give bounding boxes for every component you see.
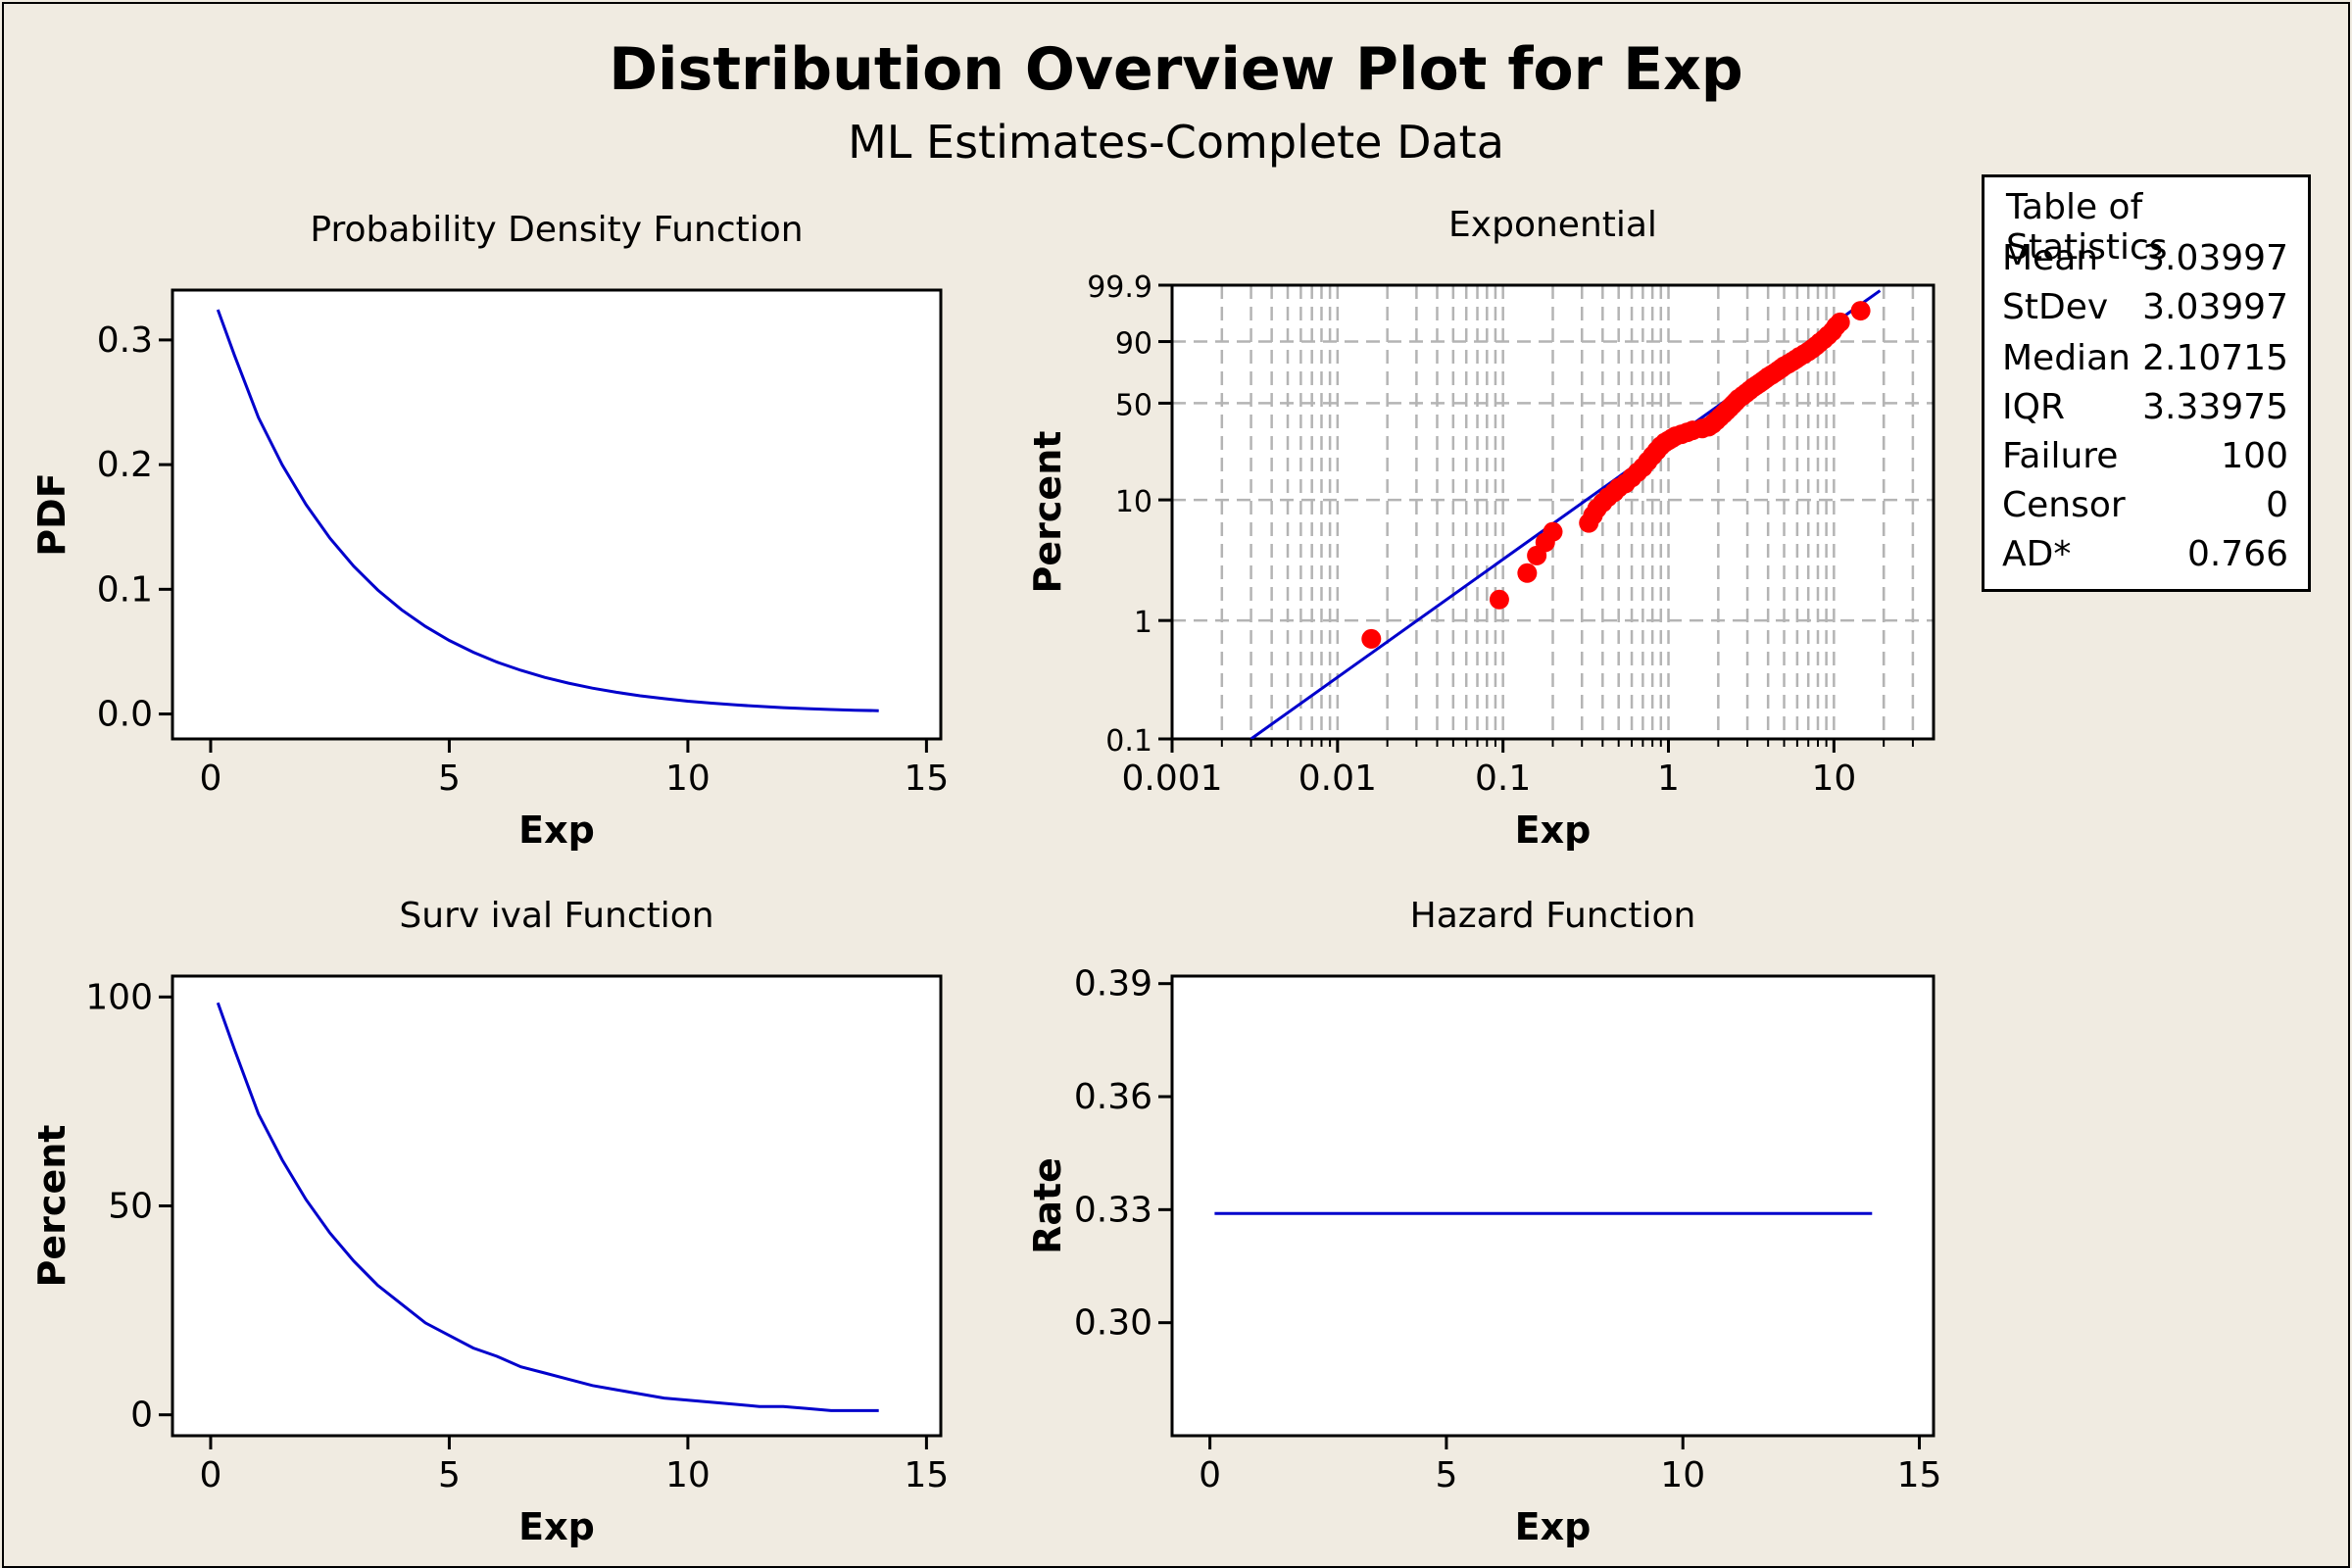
y-tick-label: 90: [1115, 327, 1152, 362]
x-tick-label: 15: [1897, 1455, 1942, 1495]
stat-label: Mean: [2002, 238, 2099, 278]
y-tick-label: 0.39: [1074, 964, 1152, 1004]
stat-label: Censor: [2002, 485, 2126, 525]
y-tick-label: 0.3: [97, 320, 153, 361]
y-tick-label: 1: [1134, 606, 1152, 640]
y-tick-label: 0.0: [97, 695, 153, 735]
stat-row-iqr: IQR 3.33975: [2002, 387, 2288, 430]
stat-value: 0.766: [2186, 534, 2288, 574]
x-axis-label: Exp: [1515, 1505, 1592, 1548]
x-axis-label: Exp: [518, 1505, 595, 1548]
x-tick-label: 10: [1811, 759, 1856, 799]
data-point: [1361, 628, 1382, 649]
data-point: [1517, 563, 1538, 583]
x-tick-label: 10: [1660, 1455, 1705, 1495]
x-tick-label: 10: [665, 759, 710, 799]
y-tick-label: 100: [85, 977, 153, 1017]
page-title: Distribution Overview Plot for Exp: [609, 35, 1743, 104]
stat-row-failure: Failure 100: [2002, 436, 2288, 479]
stat-value: 3.03997: [2142, 287, 2288, 327]
x-tick-label: 0.001: [1121, 759, 1222, 799]
x-axis-label: Exp: [1515, 808, 1592, 852]
y-tick-label: 50: [1115, 388, 1152, 422]
page-subtitle: ML Estimates-Complete Data: [848, 116, 1504, 169]
plot-pdf: [159, 288, 943, 753]
plot-prob: [1158, 283, 1936, 753]
x-tick-label: 0.1: [1475, 759, 1531, 799]
y-tick-label: 0.2: [97, 445, 153, 485]
plot-surv: [159, 974, 943, 1449]
series-line: [216, 1002, 879, 1412]
data-point: [1489, 589, 1509, 610]
x-tick-label: 0.01: [1298, 759, 1377, 799]
stat-value: 2.10715: [2142, 338, 2288, 378]
stat-value: 0: [2266, 485, 2288, 525]
y-axis-label: Rate: [1026, 1157, 1069, 1254]
x-axis-label: Exp: [518, 808, 595, 852]
data-point: [1830, 312, 1850, 332]
subplot-title: Probability Density Function: [310, 210, 803, 250]
x-tick-label: 1: [1657, 759, 1680, 799]
subplot-title: Exponential: [1448, 205, 1657, 245]
y-tick-label: 0.1: [97, 569, 153, 610]
x-tick-label: 0: [200, 1455, 222, 1495]
y-tick-label: 0.30: [1074, 1303, 1152, 1344]
plot-area: [1172, 976, 1934, 1436]
y-tick-label: 0.33: [1074, 1190, 1152, 1230]
x-tick-label: 15: [904, 759, 949, 799]
x-tick-label: 5: [1435, 1455, 1457, 1495]
stat-label: AD*: [2002, 534, 2072, 574]
x-tick-label: 10: [665, 1455, 710, 1495]
stat-value: 100: [2221, 436, 2288, 476]
y-tick-label: 0.36: [1074, 1077, 1152, 1117]
subplot-title: Surv ival Function: [399, 896, 713, 936]
x-tick-label: 15: [904, 1455, 949, 1495]
x-tick-label: 0: [200, 759, 222, 799]
stat-label: IQR: [2002, 387, 2065, 427]
statistics-table: Table of Statistics Mean 3.03997 StDev 3…: [1982, 174, 2311, 592]
stat-label: Median: [2002, 338, 2131, 378]
x-tick-label: 5: [438, 1455, 461, 1495]
stat-row-ad: AD* 0.766: [2002, 534, 2288, 577]
plot-area: [172, 290, 941, 739]
data-point: [1543, 521, 1563, 542]
stat-row-median: Median 2.10715: [2002, 338, 2288, 381]
stat-value: 3.03997: [2142, 238, 2288, 278]
stat-row-stdev: StDev 3.03997: [2002, 287, 2288, 330]
stat-label: Failure: [2002, 436, 2119, 476]
y-axis-label: Percent: [30, 1125, 74, 1288]
y-tick-label: 50: [108, 1187, 153, 1227]
y-tick-label: 99.9: [1087, 270, 1152, 305]
plot-haz: [1158, 974, 1936, 1449]
plot-frame: [1170, 974, 1936, 1438]
plot-area: [172, 976, 941, 1436]
y-tick-label: 0.1: [1105, 724, 1152, 759]
x-tick-label: 0: [1199, 1455, 1221, 1495]
series-line: [216, 309, 879, 712]
subplot-title: Hazard Function: [1410, 896, 1696, 936]
stat-row-censor: Censor 0: [2002, 485, 2288, 528]
x-tick-label: 5: [438, 759, 461, 799]
y-tick-label: 0: [130, 1396, 153, 1436]
y-axis-label: Percent: [1026, 431, 1069, 594]
statistics-table-header: Table of Statistics: [2006, 187, 2168, 268]
y-tick-label: 10: [1115, 485, 1152, 519]
data-point: [1850, 301, 1871, 321]
stat-value: 3.33975: [2142, 387, 2288, 427]
y-axis-label: PDF: [30, 472, 74, 556]
stat-label: StDev: [2002, 287, 2109, 327]
stat-row-mean: Mean 3.03997: [2002, 238, 2288, 281]
plot-frame: [171, 288, 943, 741]
